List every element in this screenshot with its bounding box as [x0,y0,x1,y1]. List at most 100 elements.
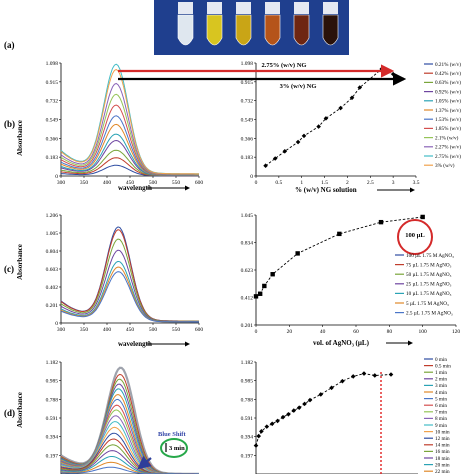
y-tick-label: 0.394 [241,435,254,441]
y-tick-label: 1.005 [46,231,59,237]
legend-label: 10 µL 1.75 M AgNO₃ [406,291,452,297]
data-point [253,294,259,299]
legend-label: 8 min [435,416,447,422]
data-point [329,385,334,391]
data-point [280,414,286,420]
data-point [302,401,307,407]
legend-label: 16 min [435,449,450,455]
data-point [286,412,291,417]
legend-label: 2.27% (w/v) [435,144,461,151]
legend-label: 25 µL 1.75 M AgNO₃ [406,282,452,288]
x-tick-label: 350 [80,327,89,333]
legend-label: 7 min [435,410,447,416]
chart-b-legend: 0.21% (w/v) 0.42% (w/v) 0.63% (w/v) 0.92% (… [424,61,461,169]
legend-label: 2 min [435,377,447,383]
legend-label: 12 min [435,436,450,442]
y-tick-label: 0.915 [241,80,254,86]
y-tick-label: 1.182 [241,360,254,366]
data-point [269,421,275,427]
chart-b-right-data [263,66,396,169]
legend-label: 4 min [435,390,447,396]
legend-label: 100 µL 1.75 M AgNO₃ [406,253,454,259]
x-tick-label: 0.5 [275,180,282,186]
y-tick-label: 0.394 [46,435,59,441]
x-tick-label: 450 [126,180,135,186]
legend-label: 6 min [435,403,447,409]
x-tick-label: 2.5 [367,180,374,186]
y-tick-label: 0.197 [46,453,59,459]
x-tick-label: 600 [195,327,204,333]
y-tick-label: 0.591 [46,416,59,422]
chart-d-right-data [253,371,394,448]
chart-c-legend: 100 µL 1.75 M AgNO₃ 75 µL 1.75 M AgNO₃ 50 … [395,253,454,316]
vial-cap [236,2,251,14]
vial [322,14,339,46]
chart-b-left-ylabel: Absorbance [16,120,24,156]
x-tick-label: 600 [195,180,204,186]
vial-cap [265,2,280,14]
y-tick-label: 0.603 [46,267,59,273]
legend-label: 5 µL 1.75 M AgNO₃ [406,301,449,307]
x-tick-label: 450 [126,327,135,333]
x-tick-label: 3 [392,180,395,186]
x-tick-label: 1.5 [321,180,328,186]
x-tick-label: 300 [57,180,66,186]
y-tick-label: 1.098 [241,61,254,67]
chart-d-left-curves [60,366,200,474]
y-tick-label: 0.804 [46,249,59,255]
x-tick-label: 80 [387,329,393,335]
chart-b-right-axes: 0 0.5 1 1.5 2 2.5 3 3.5 0 0.183 0.366 0.549 0.732 0.9… [241,61,420,186]
x-tick-label: 1 [300,180,303,186]
data-line [265,68,394,167]
data-point [323,116,329,121]
x-tick-label: 0 [255,180,258,186]
x-tick-label: 40 [320,329,326,335]
legend-label: 22 min [435,469,450,474]
data-point [388,372,394,377]
data-point [295,251,300,256]
y-tick-label: 0.183 [241,155,254,161]
data-point [256,433,261,439]
annotation-275-ng: 2.75% (w/v) NG [262,62,307,69]
y-tick-label: 0.591 [241,416,254,422]
vial-photo [154,0,349,55]
panel-label-b: (b) [4,119,15,129]
data-point [301,133,307,139]
legend-label: 75 µL 1.75 M AgNO₃ [406,262,452,268]
data-point [263,163,268,169]
data-point [264,424,270,429]
y-tick-label: 0 [250,174,253,180]
x-tick-label: 550 [172,327,181,333]
green-circle [160,438,188,458]
data-point [357,85,363,90]
annotation-3-min: 3 min [169,445,185,452]
vial-cap [207,2,222,14]
panel-label-d: (d) [4,408,15,418]
spectrum-curve [60,68,199,175]
y-tick-label: 0.197 [241,453,254,459]
vial-cap [323,2,338,14]
chart-c-left-ylabel: Absorbance [16,244,24,280]
data-point [318,392,324,397]
vial-row [177,2,339,46]
data-point [340,378,345,384]
data-point [372,373,378,378]
vial-cap [294,2,309,14]
x-tick-label: 400 [103,327,112,333]
chart-c-right: 0 20 40 60 80 100 120 0.201 0.412 0.623 0.834 1.045… [241,213,461,347]
data-point [361,371,367,376]
chart-b-left-axes: 300 350 400 450 500 550 600 0 0.183 0.366 0.549 0.7… [46,61,204,186]
legend-label: 50 µL 1.75 M AgNO₃ [406,272,452,278]
x-tick-label: 20 [287,329,293,335]
legend-label: 9 min [435,423,447,429]
chart-c-right-xlabel: vol. of AgNO₃ (µL) [313,339,370,347]
legend-label: 1.05% (w/v) [435,98,461,105]
data-point [337,231,342,237]
y-tick-label: 0.201 [241,323,254,329]
y-tick-label: 0.732 [241,99,254,105]
spectrum-curve [60,461,199,474]
chart-c-left-xlabel: wavelength [118,340,152,348]
legend-label: 2.1% (w/v) [435,134,459,141]
data-point [338,105,343,111]
legend-label: 18 min [435,456,450,462]
